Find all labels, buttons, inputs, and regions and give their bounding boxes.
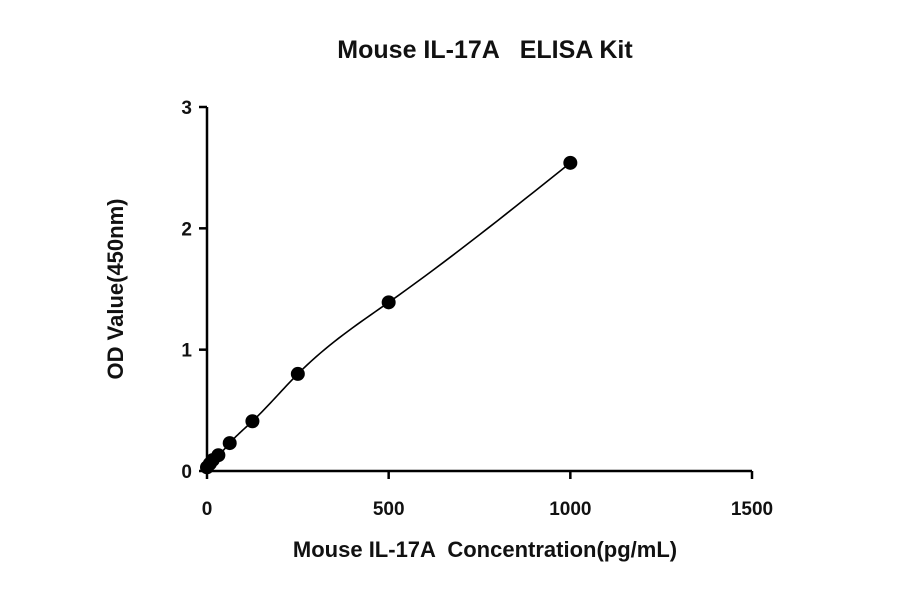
x-tick-label: 500 <box>373 499 405 520</box>
data-points <box>200 155 578 475</box>
y-tick-label: 0 <box>181 462 192 483</box>
y-tick-label: 1 <box>181 341 192 362</box>
data-point <box>245 414 260 429</box>
data-point <box>563 155 578 170</box>
y-axis-label: OD Value(450nm) <box>103 199 128 380</box>
y-tick-label: 2 <box>181 219 192 240</box>
x-tick-label: 1500 <box>731 499 773 520</box>
y-axis-ticks: 0 1 2 3 <box>181 98 207 483</box>
fit-curve <box>206 162 571 468</box>
data-point <box>222 436 237 451</box>
x-axis-label: Mouse IL-17A Concentration(pg/mL) <box>293 537 677 562</box>
x-tick-label: 0 <box>202 499 213 520</box>
x-tick-label: 1000 <box>549 499 591 520</box>
chart-title: Mouse IL-17A ELISA Kit <box>337 36 633 64</box>
data-point <box>381 295 396 310</box>
data-point <box>290 366 305 381</box>
y-tick-label: 3 <box>181 98 192 119</box>
x-axis-ticks: 0 500 1000 1500 <box>202 471 773 520</box>
data-point <box>211 448 226 463</box>
